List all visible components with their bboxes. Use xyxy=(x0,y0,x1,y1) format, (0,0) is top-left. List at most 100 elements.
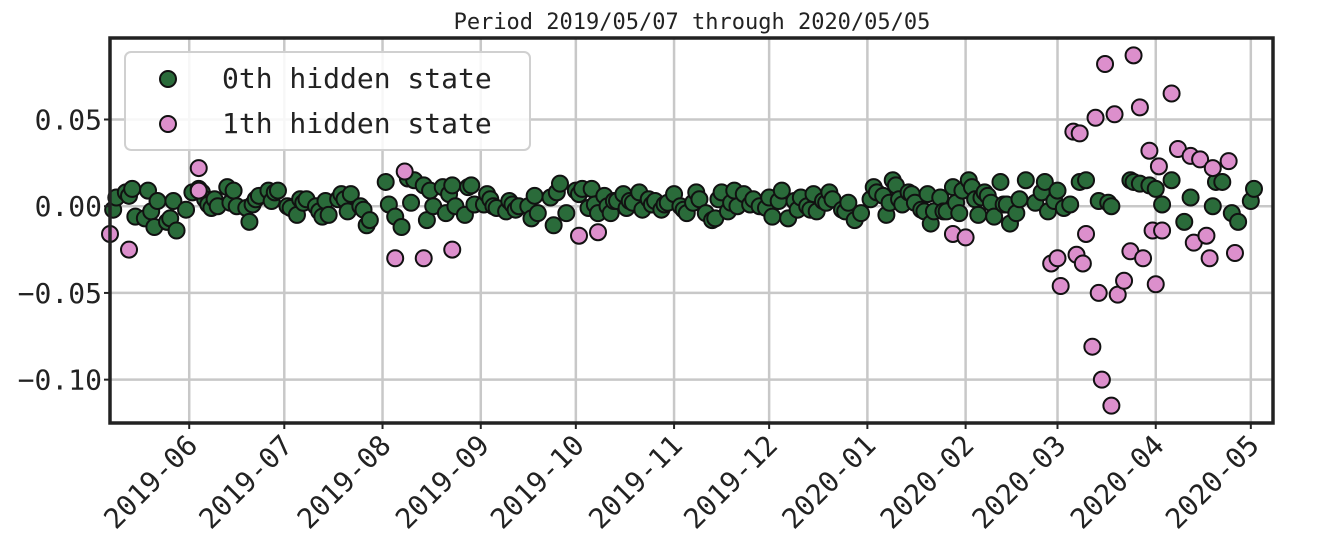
point-series-0 xyxy=(1229,212,1248,231)
point-series-0 xyxy=(1146,179,1165,198)
x-tick-label: 2019-12 xyxy=(677,429,784,536)
point-series-0 xyxy=(1035,172,1054,191)
point-series-1 xyxy=(1197,226,1216,245)
point-series-1 xyxy=(570,226,589,245)
y-tick-label: 0.00 xyxy=(35,190,102,223)
point-series-1 xyxy=(1092,370,1111,389)
point-series-0 xyxy=(319,205,338,224)
point-series-1 xyxy=(1140,141,1159,160)
point-series-0 xyxy=(839,193,858,212)
point-series-1 xyxy=(1051,276,1070,295)
point-series-1 xyxy=(1162,84,1181,103)
point-series-0 xyxy=(544,216,563,235)
legend-marker-1 xyxy=(159,115,177,133)
legend-label-0: 0th hidden state xyxy=(222,62,492,95)
point-series-0 xyxy=(360,211,379,230)
y-tick-label: 0.05 xyxy=(35,104,102,137)
point-series-0 xyxy=(1061,195,1080,214)
legend-label-1: 1th hidden state xyxy=(222,107,492,140)
point-series-0 xyxy=(268,181,287,200)
point-series-1 xyxy=(189,181,208,200)
point-series-0 xyxy=(1077,171,1096,190)
point-series-1 xyxy=(1130,98,1149,117)
point-series-0 xyxy=(550,174,569,193)
y-tick-label: −0.10 xyxy=(18,364,102,397)
x-axis: 2019-062019-072019-082019-092019-102019-… xyxy=(97,423,1266,536)
x-tick-label: 2020-04 xyxy=(1064,429,1171,536)
point-series-0 xyxy=(1153,195,1172,214)
point-series-1 xyxy=(1203,159,1222,178)
point-series-0 xyxy=(177,200,196,219)
point-series-1 xyxy=(1070,124,1089,143)
legend: 0th hidden state 1th hidden state xyxy=(124,51,531,151)
y-tick-label: −0.05 xyxy=(18,277,102,310)
data-points xyxy=(101,46,1263,415)
point-series-1 xyxy=(1124,46,1143,65)
point-series-0 xyxy=(167,221,186,240)
x-tick-label: 2019-09 xyxy=(389,429,496,536)
x-tick-label: 2019-11 xyxy=(582,429,689,536)
point-series-0 xyxy=(240,212,259,231)
point-series-1 xyxy=(1086,108,1105,127)
point-series-0 xyxy=(164,192,183,211)
point-series-0 xyxy=(969,205,988,224)
point-series-0 xyxy=(1175,212,1194,231)
point-series-1 xyxy=(1134,249,1153,268)
legend-marker-0 xyxy=(159,70,177,88)
legend-box xyxy=(124,51,531,151)
point-series-0 xyxy=(772,181,791,200)
point-series-0 xyxy=(557,204,576,223)
x-tick-label: 2020-05 xyxy=(1159,429,1266,536)
point-series-0 xyxy=(1016,171,1035,190)
point-series-1 xyxy=(1048,249,1067,268)
point-series-0 xyxy=(950,204,969,223)
point-series-0 xyxy=(402,193,421,212)
point-series-0 xyxy=(376,172,395,191)
point-series-0 xyxy=(1203,197,1222,216)
point-series-1 xyxy=(395,162,414,181)
point-series-0 xyxy=(985,207,1004,226)
y-axis: −0.10 −0.05 0.00 0.05 xyxy=(18,104,110,397)
point-series-1 xyxy=(589,223,608,242)
point-series-0 xyxy=(852,204,871,223)
point-series-1 xyxy=(386,249,405,268)
point-series-0 xyxy=(443,176,462,195)
x-tick-label: 2020-01 xyxy=(776,429,883,536)
x-tick-label: 2019-06 xyxy=(97,429,204,536)
point-series-1 xyxy=(120,240,139,259)
point-series-1 xyxy=(1077,224,1096,243)
point-series-0 xyxy=(1244,179,1263,198)
point-series-0 xyxy=(392,218,411,237)
x-tick-label: 2019-10 xyxy=(484,429,591,536)
point-series-1 xyxy=(1219,152,1238,171)
point-series-1 xyxy=(1096,55,1115,74)
point-series-0 xyxy=(525,186,544,205)
point-series-0 xyxy=(462,176,481,195)
point-series-0 xyxy=(763,207,782,226)
point-series-1 xyxy=(1200,249,1219,268)
x-tick-label: 2019-08 xyxy=(291,429,398,536)
x-tick-label: 2020-02 xyxy=(874,429,981,536)
point-series-1 xyxy=(1115,271,1134,290)
point-series-0 xyxy=(991,172,1010,191)
point-series-0 xyxy=(1162,171,1181,190)
point-series-0 xyxy=(528,204,547,223)
point-series-1 xyxy=(1102,396,1121,415)
point-series-1 xyxy=(1083,337,1102,356)
point-series-1 xyxy=(443,240,462,259)
point-series-0 xyxy=(1048,181,1067,200)
point-series-1 xyxy=(1089,283,1108,302)
point-series-1 xyxy=(414,249,433,268)
point-series-0 xyxy=(1102,197,1121,216)
point-series-1 xyxy=(1191,150,1210,169)
point-series-1 xyxy=(1073,254,1092,273)
chart-title: Period 2019/05/07 through 2020/05/05 xyxy=(454,10,931,35)
point-series-1 xyxy=(189,159,208,178)
point-series-0 xyxy=(148,192,167,211)
point-series-1 xyxy=(1149,157,1168,176)
point-series-1 xyxy=(956,228,975,247)
point-series-1 xyxy=(1153,221,1172,240)
point-series-1 xyxy=(1146,275,1165,294)
point-series-0 xyxy=(1181,188,1200,207)
